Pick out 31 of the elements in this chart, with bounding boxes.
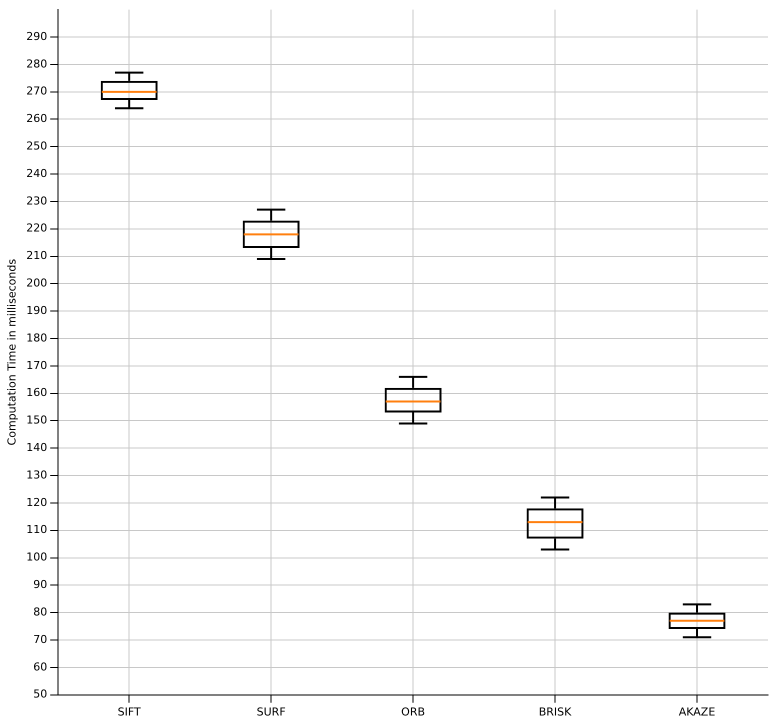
y-axis-title: Computation Time in milliseconds (5, 258, 18, 446)
y-tick-label: 150 (26, 414, 48, 427)
y-tick-label: 120 (26, 496, 48, 509)
x-tick-label: BRISK (538, 705, 572, 718)
y-tick-label: 210 (26, 249, 48, 262)
y-tick-label: 130 (26, 468, 48, 482)
x-tick-label: SIFT (118, 705, 141, 718)
y-tick-label: 200 (26, 276, 48, 290)
y-tick-label: 290 (26, 30, 48, 43)
x-tick-label: SURF (256, 705, 286, 718)
x-tick-label: ORB (401, 705, 426, 718)
y-tick-label: 240 (26, 166, 48, 180)
y-tick-label: 230 (26, 194, 48, 208)
y-tick-label: 170 (26, 358, 48, 372)
x-tick-label: AKAZE (678, 705, 716, 718)
y-tick-label: 180 (26, 331, 48, 344)
y-tick-label: 220 (26, 222, 48, 235)
y-tick-label: 160 (26, 386, 48, 400)
y-tick-label: 270 (26, 84, 48, 98)
y-tick-label: 250 (26, 140, 48, 152)
y-tick-label: 50 (33, 688, 48, 701)
y-tick-label: 190 (26, 304, 48, 317)
y-tick-label: 280 (26, 57, 48, 70)
y-tick-label: 100 (26, 550, 48, 564)
y-tick-label: 60 (33, 660, 48, 674)
y-tick-label: 110 (26, 523, 48, 536)
y-tick-label: 70 (33, 632, 48, 646)
y-tick-label: 140 (26, 440, 48, 454)
y-tick-label: 90 (33, 578, 48, 592)
y-tick-label: 260 (26, 112, 48, 126)
y-tick-label: 80 (33, 605, 48, 618)
